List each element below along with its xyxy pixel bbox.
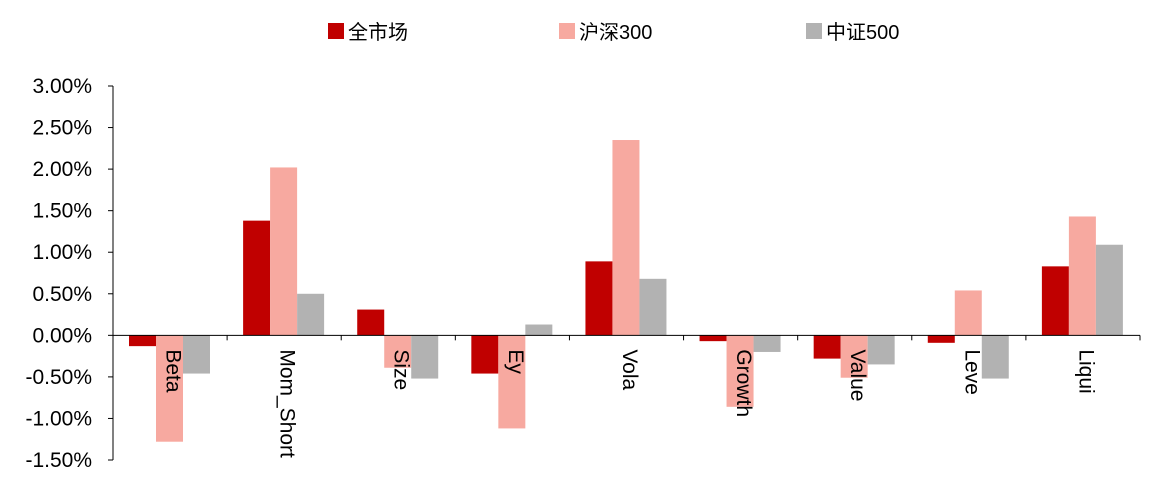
- category-label-Ey: Ey: [504, 349, 527, 374]
- y-tick-label: -1.00%: [25, 407, 92, 430]
- legend-swatch-中证500: [806, 23, 822, 39]
- y-tick-label: 2.50%: [32, 117, 92, 140]
- bar-中证500-Mom_Short: [297, 293, 325, 336]
- bar-沪深300-Liqui: [1068, 216, 1096, 336]
- y-tick-label: 2.00%: [32, 158, 92, 181]
- y-tick-label: -1.50%: [25, 449, 92, 472]
- bar-全市场-Mom_Short: [243, 220, 271, 336]
- category-labels: Beta Mom_Short Size Ey Vola Growth Value Leve Li…: [162, 349, 1098, 458]
- bar-沪深300-Beta: [156, 335, 183, 442]
- bar-沪深300-Size: [384, 335, 412, 368]
- y-tick-label: 0.50%: [32, 283, 92, 306]
- bar-中证500-Ey: [525, 324, 553, 336]
- y-tick-label: -0.50%: [25, 366, 92, 389]
- bars-group: [129, 140, 1123, 442]
- category-label-Growth: Growth: [732, 349, 755, 417]
- legend-swatch-全市场: [328, 23, 344, 39]
- y-axis: 3.00% 2.50% 2.00% 1.50% 1.00% 0.50% 0.00% -0.50…: [25, 75, 114, 472]
- bar-中证500-Value: [867, 335, 895, 365]
- bar-中证500-Leve: [981, 335, 1009, 379]
- bar-中证500-Liqui: [1095, 244, 1123, 336]
- legend-label-中证500: 中证500: [826, 21, 899, 44]
- bar-全市场-Size: [357, 309, 385, 336]
- x-axis: [113, 334, 1141, 341]
- legend-label-沪深300: 沪深300: [579, 21, 652, 44]
- category-label-Size: Size: [390, 349, 413, 390]
- category-label-Liqui: Liqui: [1074, 349, 1097, 393]
- bar-沪深300-Vola: [612, 140, 640, 336]
- bar-全市场-Growth: [699, 335, 727, 342]
- bar-全市场-Vola: [585, 261, 613, 336]
- bar-沪深300-Value: [840, 335, 868, 378]
- bar-全市场-Ey: [471, 335, 499, 374]
- y-tick-label: 1.50%: [32, 200, 92, 223]
- y-tick-label: 3.00%: [32, 75, 92, 98]
- y-tick-label: 0.00%: [32, 324, 92, 347]
- legend: 全市场 沪深300 中证500: [328, 21, 899, 44]
- bar-全市场-Beta: [129, 335, 156, 347]
- category-label-Beta: Beta: [162, 349, 185, 393]
- bar-沪深300-Growth: [726, 335, 754, 407]
- legend-label-全市场: 全市场: [348, 21, 408, 44]
- bar-中证500-Beta: [183, 335, 210, 374]
- bar-中证500-Size: [411, 335, 439, 379]
- bar-沪深300-Ey: [498, 335, 526, 429]
- category-label-Leve: Leve: [960, 349, 983, 395]
- bar-全市场-Leve: [927, 335, 955, 343]
- bar-中证500-Growth: [753, 335, 781, 352]
- legend-swatch-沪深300: [559, 23, 575, 39]
- bar-中证500-Vola: [639, 278, 667, 336]
- category-label-Mom_Short: Mom_Short: [276, 349, 299, 458]
- bar-沪深300-Mom_Short: [270, 167, 298, 336]
- bar-全市场-Liqui: [1041, 266, 1069, 336]
- category-label-Vola: Vola: [618, 349, 641, 390]
- category-label-Value: Value: [846, 349, 869, 401]
- bar-沪深300-Leve: [954, 290, 982, 336]
- bar-全市场-Value: [813, 335, 841, 359]
- y-tick-label: 1.00%: [32, 241, 92, 264]
